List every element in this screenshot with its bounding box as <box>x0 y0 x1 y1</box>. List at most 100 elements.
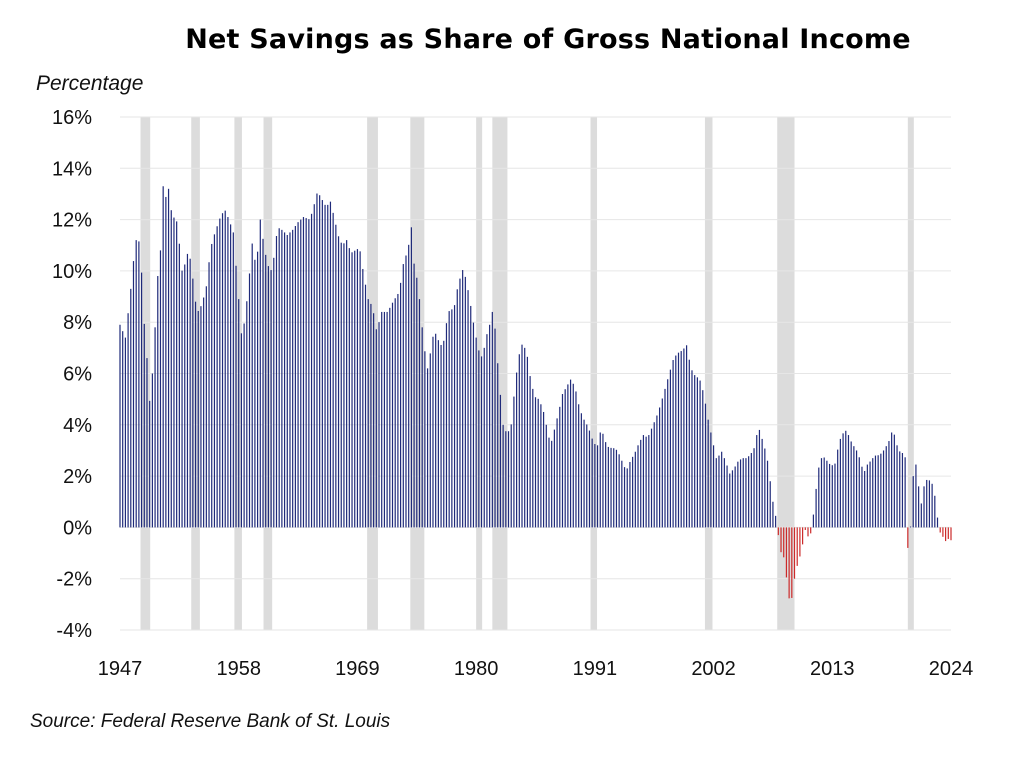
bar-positive <box>178 243 180 528</box>
y-tick-label: 10% <box>52 261 92 283</box>
bar-positive <box>623 467 626 528</box>
bar-negative <box>791 527 793 598</box>
bar-positive <box>529 376 531 528</box>
bar-positive <box>748 456 750 528</box>
bar-positive <box>146 358 148 528</box>
bar-positive <box>542 411 545 528</box>
bar-positive <box>656 415 658 528</box>
bar-positive <box>321 200 323 528</box>
bar-positive <box>847 435 850 528</box>
bar-positive <box>731 470 734 528</box>
bar-positive <box>661 398 663 528</box>
bar-negative <box>907 527 909 548</box>
bar-positive <box>556 418 558 528</box>
bar-positive <box>262 238 264 528</box>
bar-positive <box>464 276 466 528</box>
bar-positive <box>130 288 132 528</box>
bar-positive <box>456 289 458 528</box>
bar-positive <box>934 495 936 528</box>
bar-positive <box>920 503 922 528</box>
y-tick-label: 6% <box>63 364 92 386</box>
bar-positive <box>489 324 491 528</box>
bar-positive <box>891 432 893 528</box>
bar-positive <box>421 327 423 528</box>
bar-positive <box>340 242 342 528</box>
bar-positive <box>845 430 847 528</box>
x-tick-label: 1991 <box>573 658 618 680</box>
bar-positive <box>278 228 280 528</box>
bar-positive <box>672 360 674 528</box>
bar-positive <box>208 262 210 528</box>
bar-positive <box>899 451 901 528</box>
bar-positive <box>259 219 261 528</box>
bar-positive <box>486 334 488 528</box>
bar-positive <box>273 257 275 528</box>
bar-positive <box>866 464 868 528</box>
bar-positive <box>858 457 860 528</box>
bar-positive <box>216 226 218 528</box>
bar-negative <box>777 527 779 536</box>
bar-negative <box>804 527 806 530</box>
bar-positive <box>837 449 839 528</box>
bar-positive <box>842 433 844 528</box>
bar-positive <box>397 293 399 528</box>
bar-positive <box>478 350 480 528</box>
bar-positive <box>289 232 291 528</box>
x-tick-label: 1969 <box>335 658 380 680</box>
bar-positive <box>143 323 145 528</box>
x-tick-label: 1958 <box>216 658 261 680</box>
bar-positive <box>408 244 410 528</box>
bar-positive <box>632 456 634 528</box>
bar-positive <box>553 429 555 528</box>
bar-positive <box>359 251 361 528</box>
bar-positive <box>885 446 887 528</box>
x-tick-label: 2024 <box>929 658 974 680</box>
bar-positive <box>640 439 642 528</box>
bar-positive <box>324 204 326 528</box>
bar-positive <box>502 424 504 528</box>
bar-positive <box>410 227 412 528</box>
bar-positive <box>356 249 359 528</box>
bar-positive <box>758 429 761 528</box>
bar-positive <box>613 448 615 528</box>
bar-positive <box>494 328 496 528</box>
bar-positive <box>893 434 895 528</box>
bar-positive <box>526 356 529 528</box>
bar-positive <box>540 404 542 528</box>
bar-positive <box>737 461 739 528</box>
bar-positive <box>243 323 245 528</box>
bar-positive <box>470 305 472 528</box>
y-tick-label: 12% <box>52 210 92 232</box>
bar-positive <box>580 413 582 528</box>
bar-positive <box>880 453 882 528</box>
bar-positive <box>532 388 534 528</box>
bar-positive <box>173 217 175 528</box>
x-tick-label: 1947 <box>98 658 143 680</box>
bar-positive <box>432 336 434 528</box>
bar-positive <box>402 264 404 528</box>
bar-positive <box>510 424 512 528</box>
bar-positive <box>167 188 170 528</box>
y-tick-label: 16% <box>52 107 92 129</box>
bar-positive <box>448 311 450 528</box>
bar-positive <box>354 250 356 528</box>
bar-positive <box>572 383 574 528</box>
bar-positive <box>513 396 515 528</box>
bar-positive <box>567 384 569 528</box>
bar-negative <box>783 527 785 558</box>
bar-positive <box>923 486 925 528</box>
bar-positive <box>909 526 912 528</box>
bar-positive <box>497 363 499 528</box>
bar-positive <box>615 449 618 528</box>
bar-positive <box>254 259 256 528</box>
bar-positive <box>267 266 269 528</box>
bar-positive <box>483 347 485 528</box>
bar-positive <box>669 369 672 528</box>
bar-positive <box>211 243 213 528</box>
bar-positive <box>297 222 299 528</box>
bar-positive <box>351 252 353 528</box>
bar-positive <box>861 466 863 528</box>
bar-positive <box>313 204 315 528</box>
bar-positive <box>184 264 186 528</box>
bar-positive <box>429 353 431 528</box>
